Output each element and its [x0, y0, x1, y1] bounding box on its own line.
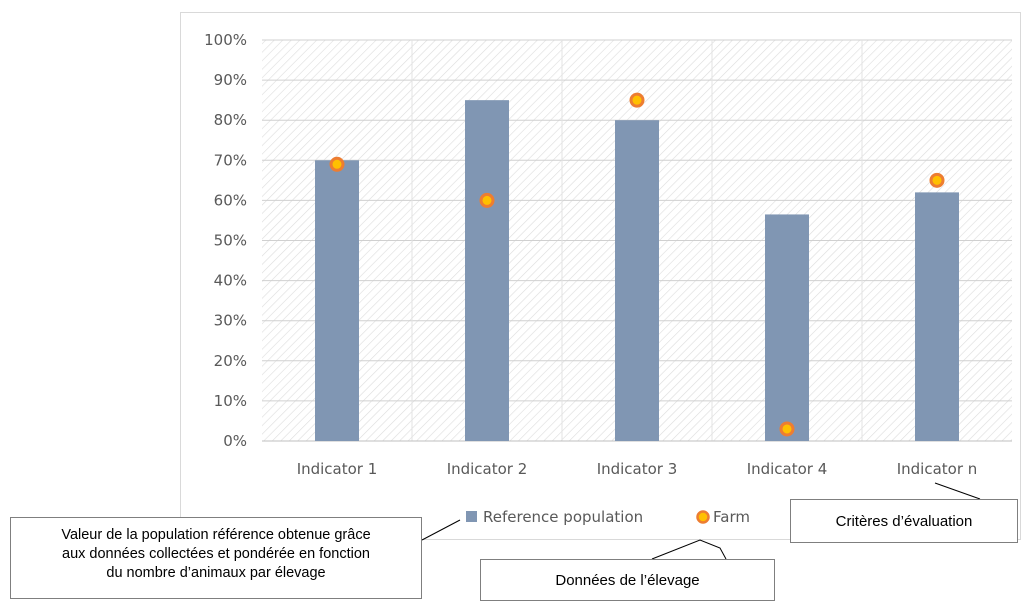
y-tick-label: 60% — [214, 191, 247, 209]
x-tick-label: Indicator 1 — [297, 460, 378, 478]
x-tick-label: Indicator 2 — [447, 460, 528, 478]
callout-reference-line-2: aux données collectées et pondérée en fo… — [62, 546, 370, 562]
y-tick-label: 50% — [214, 232, 247, 250]
y-tick-label: 10% — [214, 392, 247, 410]
bar-reference-population — [615, 120, 659, 441]
legend-marker-farm — [696, 510, 710, 524]
point-farm — [929, 172, 945, 188]
legend-label-farm: Farm — [713, 508, 750, 526]
bar-reference-population — [465, 100, 509, 442]
bar-reference-population — [765, 214, 809, 441]
point-farm — [629, 92, 645, 108]
y-tick-label: 0% — [223, 432, 247, 450]
legend-swatch-reference — [466, 511, 477, 522]
callout-farm-data: Données de l’élevage — [480, 559, 775, 601]
callout-connectors — [421, 482, 981, 560]
callout-reference-population: Valeur de la population référence obtenu… — [10, 517, 422, 599]
legend: Reference population Farm — [466, 508, 750, 526]
callout-criteria: Critères d’évaluation — [790, 499, 1018, 543]
legend-label-reference: Reference population — [483, 508, 643, 526]
y-tick-label: 90% — [214, 71, 247, 89]
point-farm — [779, 421, 795, 437]
x-tick-label: Indicator 4 — [747, 460, 828, 478]
y-tick-label: 40% — [214, 272, 247, 290]
callout-reference-line-1: Valeur de la population référence obtenu… — [61, 527, 371, 543]
y-tick-label: 30% — [214, 312, 247, 330]
y-tick-label: 20% — [214, 352, 247, 370]
y-tick-label: 80% — [214, 111, 247, 129]
callout-reference-line-3: du nombre d’animaux par élevage — [106, 565, 326, 581]
connector-farm — [651, 539, 727, 560]
y-tick-label: 100% — [204, 31, 247, 49]
x-tick-label: Indicator 3 — [597, 460, 678, 478]
x-tick-label: Indicator n — [897, 460, 978, 478]
point-farm — [329, 156, 345, 172]
connector-criteria — [934, 482, 981, 500]
connector-reference — [421, 519, 461, 541]
y-tick-label: 70% — [214, 151, 247, 169]
bar-reference-population — [315, 160, 359, 442]
point-farm — [479, 192, 495, 208]
bar-reference-population — [915, 192, 959, 441]
